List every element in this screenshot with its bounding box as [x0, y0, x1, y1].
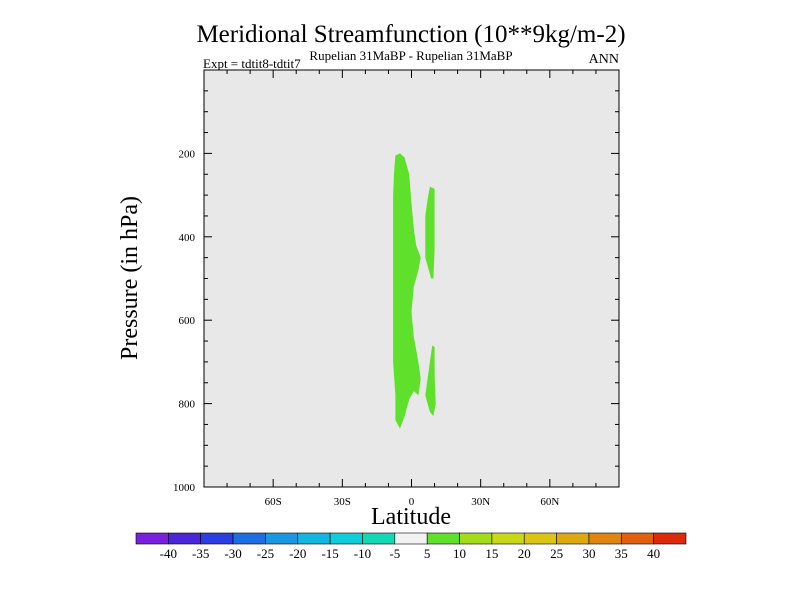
chart-title: Meridional Streamfunction (10**9kg/m-2)	[196, 21, 625, 48]
x-tick-label: 60N	[540, 496, 559, 508]
colorbar-box	[265, 532, 299, 545]
colorbar-label: 15	[485, 546, 498, 561]
colorbar-label: -20	[289, 546, 306, 561]
colorbar-box	[135, 532, 169, 545]
colorbar-label: -40	[160, 546, 177, 561]
colorbar-label: 20	[518, 546, 531, 561]
colorbar-box	[297, 532, 331, 545]
colorbar-box	[232, 532, 266, 545]
x-tick-label: 0	[409, 496, 415, 508]
x-tick-label: 60S	[265, 496, 282, 508]
colorbar-label: -35	[192, 546, 209, 561]
colorbar-box	[168, 532, 202, 545]
colorbar-box	[556, 532, 590, 545]
y-tick-label: 400	[179, 232, 196, 244]
colorbar-label: -10	[354, 546, 371, 561]
colorbar-label: 30	[582, 546, 595, 561]
colorbar-box	[329, 532, 363, 545]
colorbar-box	[588, 532, 622, 545]
y-tick-label: 200	[179, 148, 196, 160]
colorbar-label: -30	[224, 546, 241, 561]
colorbar-box	[200, 532, 234, 545]
chart-subtitle: Rupelian 31MaBP - Rupelian 31MaBP	[309, 48, 512, 63]
y-axis-label: Pressure (in hPa)	[117, 196, 143, 360]
colorbar-label: 35	[615, 546, 628, 561]
colorbar-label: -15	[321, 546, 338, 561]
colorbar-box	[491, 532, 525, 545]
contour-region-positive-5-10-upper-north	[425, 186, 435, 279]
season-label: ANN	[589, 52, 619, 67]
x-tick-label: 30N	[471, 496, 490, 508]
contour-region-positive-5-10-main	[393, 153, 421, 429]
colorbar-label: 5	[424, 546, 431, 561]
colorbar-box	[394, 532, 428, 545]
colorbar-label: 10	[453, 546, 466, 561]
colorbar-box	[653, 532, 687, 545]
colorbar-box	[620, 532, 654, 545]
y-tick-label: 1000	[173, 482, 196, 494]
x-tick-label: 30S	[334, 496, 351, 508]
colorbar: -40 -35 -30 -25 -20 -15 -10 -5 5 10 15 20 25 30 35 40	[135, 532, 687, 561]
y-tick-label: 800	[179, 399, 196, 411]
contour-regions	[393, 153, 436, 429]
y-tick-label: 600	[179, 315, 196, 327]
colorbar-box	[459, 532, 493, 545]
x-axis-label: Latitude	[371, 504, 451, 530]
colorbar-label: 25	[550, 546, 563, 561]
colorbar-label: -25	[257, 546, 274, 561]
experiment-label: Expt = tdtit8-tdtit7	[203, 56, 301, 71]
colorbar-box	[426, 532, 460, 545]
colorbar-label: -5	[389, 546, 400, 561]
axes: 60S 30S 0 30N 60N 200 400 600 800 1000	[173, 70, 619, 508]
colorbar-label: 40	[647, 546, 660, 561]
contour-region-positive-5-10-lower-north	[425, 345, 436, 417]
colorbar-box	[362, 532, 396, 545]
colorbar-box	[523, 532, 557, 545]
